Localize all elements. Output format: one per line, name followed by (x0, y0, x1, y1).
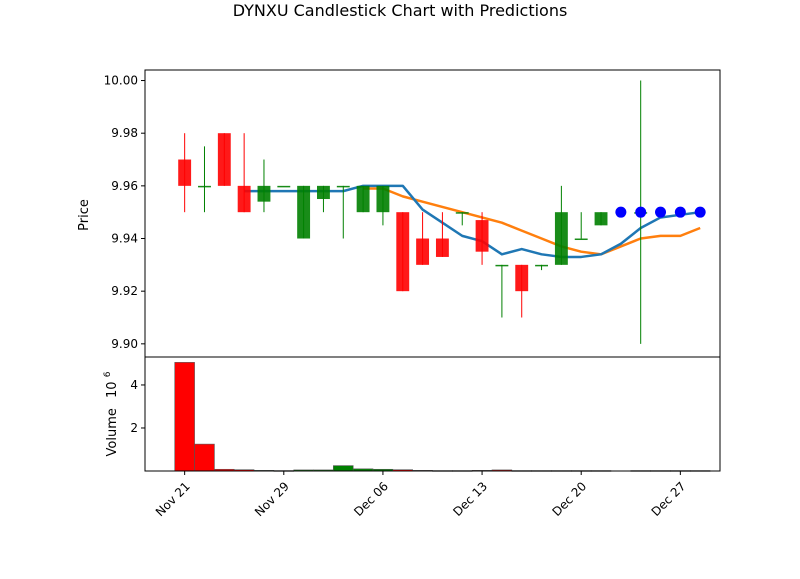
volume-bar (333, 465, 354, 472)
candle-body (535, 264, 548, 267)
candle-body (317, 185, 330, 200)
price-panel: 9.90 9.92 9.94 9.96 9.98 10.00 Price (77, 69, 721, 358)
candle-body (277, 185, 291, 188)
price-y-tick-label: 9.90 (111, 337, 138, 351)
volume-y-label-group: Volume 10 6 (103, 371, 120, 456)
price-plot-frame (145, 70, 720, 357)
x-axis-ticks: Nov 21 Nov 29 Dec 06 Dec 13 Dec 20 Dec 27 (153, 471, 689, 519)
volume-panel: 24 Volume 10 6 Nov 21 Nov 29 Dec 06 Dec 13 D… (103, 356, 721, 519)
chart-title: DYNXU Candlestick Chart with Predictions (233, 1, 568, 20)
price-y-tick-label: 10.00 (104, 74, 138, 88)
candle-body (574, 238, 588, 241)
prediction-point (635, 206, 647, 218)
prediction-point (694, 206, 706, 218)
x-tick-label: Dec 06 (351, 479, 391, 519)
svg-text:Volume 10: Volume 10 6 (103, 371, 120, 456)
volume-bar (174, 362, 195, 472)
candle-body (257, 185, 271, 202)
candle-body (455, 212, 469, 214)
prediction-point (615, 206, 627, 218)
x-tick-label: Nov 21 (153, 479, 193, 519)
volume-exponent-power: 6 (103, 371, 113, 377)
x-tick-label: Dec 27 (649, 479, 689, 519)
volume-y-tick-label: 2 (130, 421, 138, 435)
price-y-tick-label: 9.94 (111, 232, 138, 246)
x-tick-label: Nov 29 (252, 479, 292, 519)
candle-body (416, 238, 430, 265)
price-y-ticks: 9.90 9.92 9.94 9.96 9.98 10.00 (104, 74, 145, 351)
volume-y-ticks: 24 (130, 378, 145, 435)
volume-bars (174, 362, 711, 472)
candle-body (435, 238, 449, 257)
candle-body (237, 185, 251, 213)
price-y-tick-label: 9.96 (111, 179, 138, 193)
orange-line (363, 187, 701, 256)
candle-body (198, 185, 211, 188)
x-tick-label: Dec 20 (550, 479, 590, 519)
candle-body (356, 185, 370, 213)
candle-body (297, 185, 311, 239)
volume-exponent-base: 10 (105, 381, 120, 398)
candle-body (594, 212, 608, 226)
volume-bar (194, 443, 215, 472)
candle-body (376, 185, 390, 213)
price-y-tick-label: 9.92 (111, 284, 138, 298)
volume-plot-border (144, 356, 721, 472)
price-y-tick-label: 9.98 (111, 126, 138, 140)
prediction-point (655, 206, 667, 218)
candle-body (396, 212, 410, 292)
price-y-label: Price (77, 199, 92, 231)
candle-body (554, 212, 568, 265)
candle-body (495, 264, 509, 267)
candle-body (515, 264, 529, 292)
candle-body (475, 220, 489, 252)
candles (178, 80, 648, 344)
candle-body (178, 159, 192, 186)
volume-y-label: Volume (105, 408, 120, 456)
candle-body (336, 185, 350, 188)
volume-y-tick-label: 4 (130, 378, 138, 392)
x-tick-label: Dec 13 (450, 479, 490, 519)
candle-body (217, 133, 231, 186)
prediction-points (615, 206, 706, 218)
prediction-point (674, 206, 686, 218)
